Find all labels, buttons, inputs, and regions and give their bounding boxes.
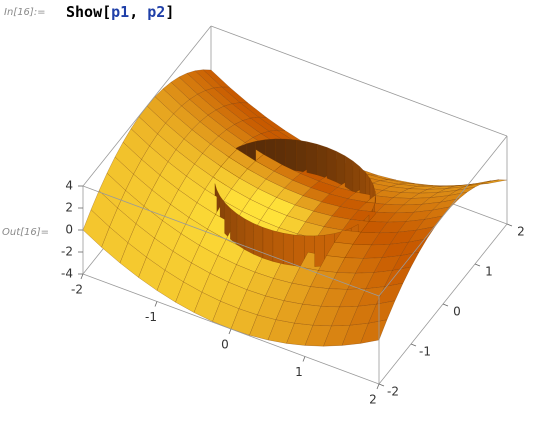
surface-patch	[122, 128, 150, 160]
ring-patch	[344, 155, 354, 193]
ring-patch	[316, 143, 328, 179]
x-tick-label: 0	[221, 338, 229, 352]
y-tick-label: 2	[517, 225, 525, 239]
tick-mark	[80, 273, 84, 280]
surface-patch	[423, 206, 452, 220]
code-token: ]	[165, 3, 174, 21]
z-tick-label: -2	[61, 245, 73, 259]
z-tick-label: 2	[65, 201, 73, 215]
ring-patch	[253, 223, 264, 259]
surface-patch	[130, 116, 158, 147]
z-tick-label: 4	[65, 179, 73, 193]
ring-patch	[336, 150, 346, 188]
box-edge	[210, 25, 508, 137]
ring-patch	[230, 207, 238, 246]
tick-mark	[376, 383, 380, 390]
surface-patch	[114, 141, 142, 175]
tick-mark	[378, 383, 385, 387]
code-token: ,	[129, 3, 147, 21]
tick-mark	[302, 356, 306, 362]
surface-patch	[368, 300, 396, 324]
tick-mark	[154, 301, 158, 307]
input-code[interactable]: Show[p1, p2]	[66, 3, 174, 21]
tick-mark	[410, 343, 417, 347]
input-label: In[16]:=	[4, 7, 46, 18]
plot-3d[interactable]: -4 -2 0 2 4 -2 -1 0 1 2 -2 -1 0 1 2	[61, 25, 525, 407]
box-edge	[82, 185, 380, 297]
output-label: Out[16]=	[2, 227, 49, 238]
ring-patch	[272, 230, 284, 265]
tick-mark	[474, 263, 481, 267]
y-tick-label: -2	[387, 385, 399, 399]
y-tick-label: 0	[453, 305, 461, 319]
box-edge	[82, 25, 212, 187]
x-tick-label: 1	[295, 365, 303, 379]
code-token: p2	[147, 3, 165, 21]
ring-patch	[306, 141, 318, 176]
ring-patch	[326, 147, 337, 183]
ring-patch	[295, 139, 308, 173]
tick-mark	[228, 328, 232, 335]
code-token: p1	[111, 3, 129, 21]
surface-patch	[90, 190, 118, 228]
tick-mark	[506, 223, 513, 227]
surface-patch	[456, 182, 484, 191]
tick-mark	[442, 303, 449, 307]
code-token: Show[	[66, 3, 111, 21]
box-edge	[378, 135, 508, 297]
z-tick-label: 0	[65, 223, 73, 237]
surface-patch	[431, 198, 460, 211]
x-tick-label: -1	[145, 310, 157, 324]
surface-patch	[407, 226, 436, 243]
y-tick-label: 1	[485, 265, 493, 279]
z-tick-label: -4	[61, 267, 73, 281]
x-tick-label: -2	[71, 283, 83, 297]
surface-patch	[106, 156, 134, 191]
surface-patch	[464, 180, 492, 187]
x-tick-label: 2	[369, 393, 377, 407]
y-tick-label: -1	[419, 345, 431, 359]
ring-patch	[285, 138, 297, 171]
